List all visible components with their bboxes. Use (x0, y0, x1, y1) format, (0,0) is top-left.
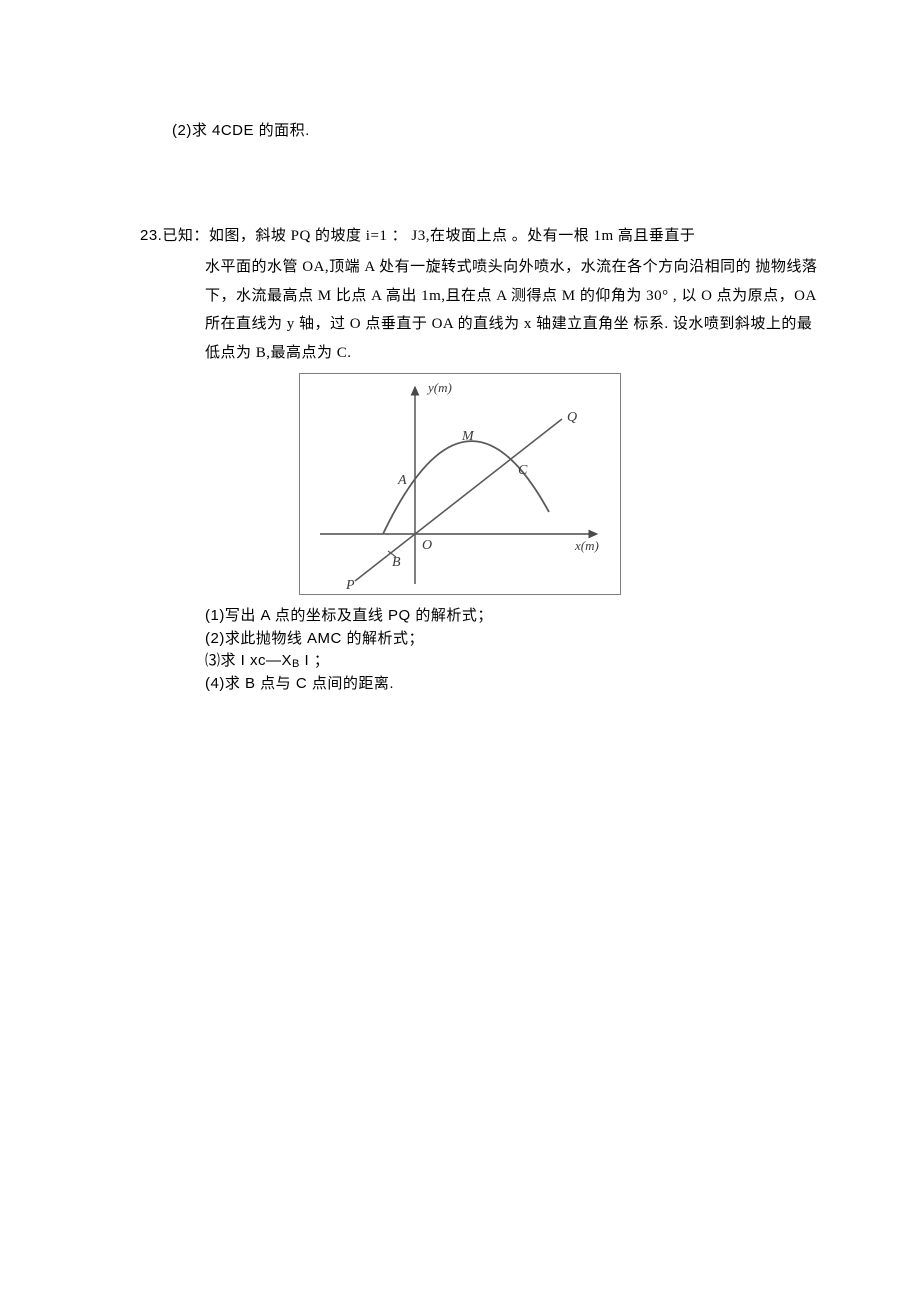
label-q: Q (567, 410, 577, 425)
q23-number: 23. (140, 227, 162, 244)
label-y-axis: y(m) (426, 380, 452, 395)
q23-sub1: (1)写出 A 点的坐标及直线 PQ 的解析式； (205, 605, 820, 628)
label-m: M (461, 429, 475, 444)
q23-sub3-c: I ； (300, 652, 330, 669)
q23-stem-row1: 23.已知：如图，斜坡 PQ 的坡度 i=1 ： J3,在坡面上点 。处有一根 … (140, 225, 820, 248)
q23-diagram-wrap: y(m) x(m) O A M C Q B P (100, 373, 820, 595)
page-root: (2)求 4CDE 的面积. 23.已知：如图，斜坡 PQ 的坡度 i=1 ： … (0, 0, 920, 695)
label-x-axis: x(m) (574, 538, 599, 553)
q23-stem-body: 水平面的水管 OA,顶端 A 处有一旋转式喷头向外喷水，水流在各个方向沿相同的 … (205, 253, 820, 367)
label-a: A (397, 473, 407, 488)
q22-sub2: (2)求 4CDE 的面积. (172, 120, 820, 143)
q23-diagram: y(m) x(m) O A M C Q B P (299, 373, 621, 595)
label-p: P (345, 578, 355, 593)
q23-stem-line1: 已知：如图，斜坡 PQ 的坡度 i=1 ： J3,在坡面上点 。处有一根 1m … (162, 228, 695, 244)
parabola-amc (383, 441, 549, 534)
q23-sub3-b: B (292, 658, 300, 670)
q23-sub3: ⑶求 I xc—XB I ； (205, 650, 820, 673)
label-c: C (518, 463, 528, 478)
label-o: O (422, 538, 432, 553)
q23-sub4-text: (4)求 B 点与 C 点间的距离. (205, 675, 394, 692)
q23-sub3-a: ⑶求 I xc—X (205, 652, 292, 669)
spacer-1 (100, 143, 820, 225)
q23-sub2-text: (2)求此抛物线 AMC 的解析式； (205, 630, 424, 647)
q23-sub2: (2)求此抛物线 AMC 的解析式； (205, 628, 820, 651)
q22-sub2-text: (2)求 4CDE 的面积. (172, 122, 310, 139)
q23-sub1-text: (1)写出 A 点的坐标及直线 PQ 的解析式； (205, 607, 493, 624)
q23-sub4: (4)求 B 点与 C 点间的距离. (205, 673, 820, 696)
label-b: B (392, 555, 401, 570)
